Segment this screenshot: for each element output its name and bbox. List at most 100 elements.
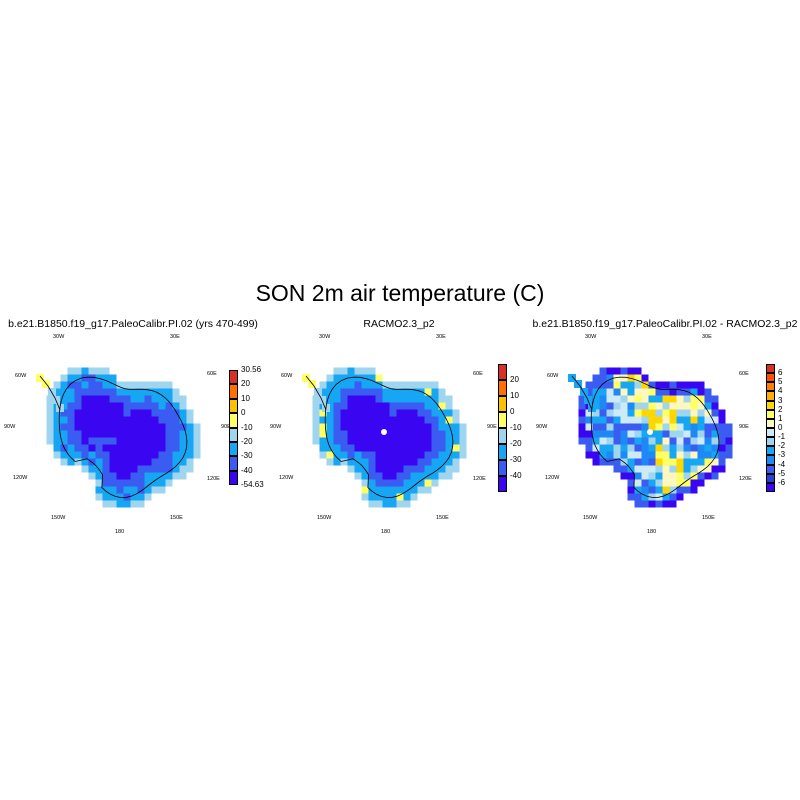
grid-cell: [599, 458, 607, 466]
grid-cell: [375, 437, 383, 445]
grid-cell: [613, 430, 621, 438]
grid-cell: [676, 444, 684, 452]
grid-cell: [389, 458, 397, 466]
grid-cell: [340, 367, 348, 375]
grid-cell: [704, 409, 712, 417]
grid-cell: [445, 444, 453, 452]
grid-cell: [424, 444, 432, 452]
grid-cell: [165, 402, 173, 410]
grid-cell: [725, 451, 733, 459]
grid-cell: [46, 437, 54, 445]
grid-cell: [361, 451, 369, 459]
grid-cell: [676, 388, 684, 396]
grid-cell: [620, 451, 628, 459]
grid-cell: [130, 395, 138, 403]
grid-cell: [368, 395, 376, 403]
grid-cell: [375, 430, 383, 438]
lon-label-90e: 90E: [487, 424, 497, 430]
grid-cell: [718, 423, 726, 431]
grid-cell: [438, 444, 446, 452]
grid-cell: [361, 416, 369, 424]
grid-cell: [158, 409, 166, 417]
colorbar-label: -30: [241, 451, 253, 461]
grid-cell: [599, 430, 607, 438]
grid-cell: [333, 423, 341, 431]
grid-cell: [655, 465, 663, 473]
grid-cell: [382, 409, 390, 417]
grid-cell: [606, 402, 614, 410]
grid-cell: [333, 395, 341, 403]
grid-cell: [382, 458, 390, 466]
grid-cell: [431, 451, 439, 459]
grid-cell: [88, 444, 96, 452]
grid-cell: [130, 486, 138, 494]
grid-cell: [690, 465, 698, 473]
grid-cell: [711, 458, 719, 466]
grid-cell: [130, 402, 138, 410]
grid-cell: [438, 416, 446, 424]
grid-cell: [634, 437, 642, 445]
grid-cell: [123, 486, 131, 494]
grid-cell: [67, 388, 75, 396]
pole-hole: [647, 429, 653, 435]
colorbar-swatch: [229, 456, 238, 471]
grid-cell: [74, 423, 82, 431]
grid-cell: [613, 451, 621, 459]
colorbar-swatch: [498, 412, 507, 428]
grid-cell: [116, 465, 124, 473]
colorbar-swatch: [766, 382, 775, 392]
grid-cell: [592, 451, 600, 459]
grid-cell: [102, 416, 110, 424]
grid-cell: [690, 395, 698, 403]
grid-cell: [340, 395, 348, 403]
grid-cell: [375, 374, 383, 382]
grid-cell: [683, 395, 691, 403]
grid-cell: [382, 416, 390, 424]
grid-cell: [669, 451, 677, 459]
grid-cell: [396, 451, 404, 459]
grid-cell: [172, 402, 180, 410]
grid-cell: [102, 465, 110, 473]
grid-cell: [74, 395, 82, 403]
grid-cell: [711, 451, 719, 459]
grid-cell: [179, 395, 187, 403]
grid-cell: [641, 374, 649, 382]
grid-cell: [697, 479, 705, 487]
grid-cell: [88, 437, 96, 445]
grid-cell: [676, 416, 684, 424]
grid-cell: [417, 486, 425, 494]
colorbar-swatch: [498, 396, 507, 412]
grid-cell: [578, 423, 586, 431]
grid-cell: [410, 395, 418, 403]
grid-cell: [361, 430, 369, 438]
grid-cell: [697, 458, 705, 466]
grid-cell: [634, 374, 642, 382]
grid-cell: [137, 458, 145, 466]
grid-cell: [704, 465, 712, 473]
grid-cell: [634, 388, 642, 396]
grid-cell: [151, 444, 159, 452]
grid-cell: [683, 444, 691, 452]
grid-cell: [67, 374, 75, 382]
grid-cell: [438, 430, 446, 438]
lon-label-90e: 90E: [221, 424, 231, 430]
grid-cell: [193, 437, 201, 445]
lon-label-150e: 150E: [436, 515, 449, 521]
grid-cell: [333, 444, 341, 452]
grid-cell: [634, 458, 642, 466]
grid-cell: [158, 381, 166, 389]
grid-cell: [347, 444, 355, 452]
colorbar-label: 10: [510, 391, 519, 400]
grid-cell: [627, 430, 635, 438]
grid-cell: [137, 479, 145, 487]
grid-cell: [606, 374, 614, 382]
grid-cell: [410, 486, 418, 494]
grid-cell: [613, 367, 621, 375]
grid-cell: [697, 416, 705, 424]
grid-cell: [102, 472, 110, 480]
colorbar-label: -6: [778, 477, 786, 487]
grid-cell: [389, 465, 397, 473]
grid-cell: [95, 458, 103, 466]
grid-cell: [627, 479, 635, 487]
grid-cell: [613, 444, 621, 452]
